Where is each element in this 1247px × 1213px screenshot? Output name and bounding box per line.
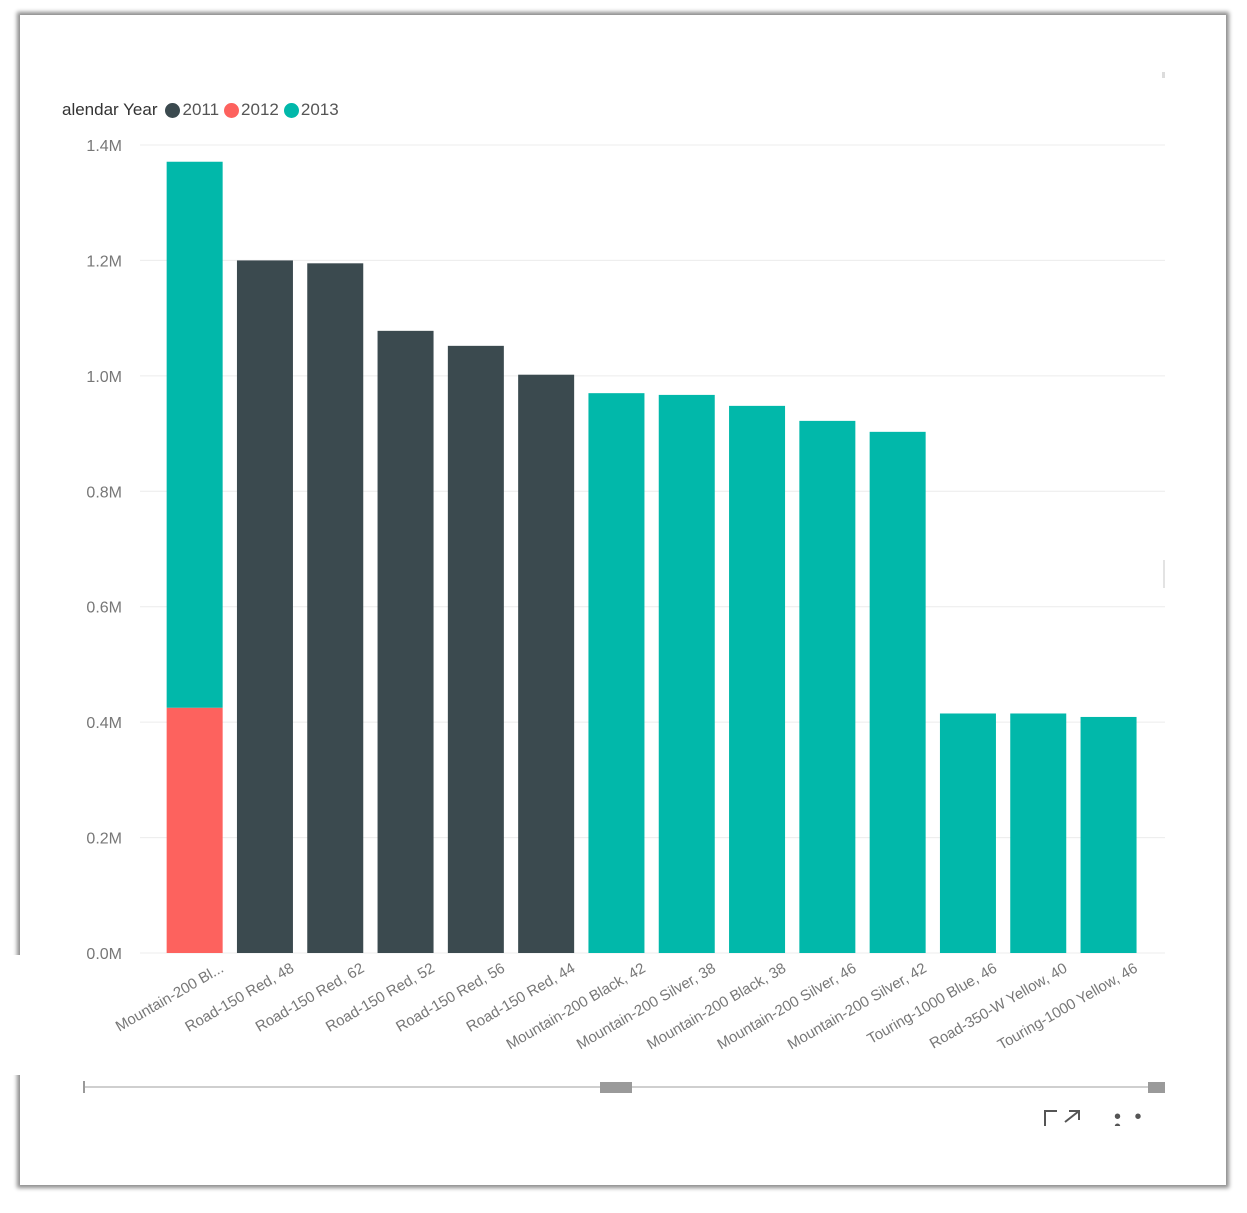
bar-2013-12[interactable] — [1010, 713, 1067, 953]
legend-item-2011[interactable]: 2011 — [165, 100, 219, 120]
legend-item-2012[interactable]: 2012 — [224, 100, 279, 120]
bar-2011-3[interactable] — [377, 330, 434, 954]
header-edge-mark — [1162, 72, 1165, 78]
vertical-scroll-indicator — [1163, 560, 1165, 588]
chart-legend: alendar Year 2011 2012 2013 — [62, 98, 344, 122]
bar-2013-11[interactable] — [939, 713, 996, 953]
bar-2011-2[interactable] — [307, 263, 364, 953]
bar-2013-0[interactable] — [166, 161, 223, 708]
scrollbar-end-handle[interactable] — [1148, 1082, 1165, 1093]
y-tick-label: 0.6M — [86, 600, 122, 617]
more-options-icon[interactable]: • • • — [1114, 1112, 1146, 1126]
legend-label-2013: 2013 — [300, 100, 339, 119]
legend-item-2013[interactable]: 2013 — [283, 100, 339, 120]
scrollbar-thumb[interactable] — [600, 1082, 632, 1093]
bar-2011-5[interactable] — [518, 374, 575, 953]
legend-label-2012: 2012 — [241, 100, 279, 119]
label-clip-mask — [0, 955, 84, 1075]
legend-label-2011: 2011 — [182, 100, 220, 119]
legend-title: alendar Year — [62, 100, 158, 119]
bar-2011-1[interactable] — [236, 260, 293, 953]
y-tick-label: 0.2M — [86, 831, 122, 848]
y-tick-label: 0.8M — [86, 484, 122, 501]
bar-2013-9[interactable] — [799, 420, 856, 954]
focus-mode-icon[interactable] — [1043, 1108, 1081, 1126]
y-tick-label: 0.4M — [86, 715, 122, 732]
bar-2013-6[interactable] — [588, 393, 645, 954]
scrollbar-start-handle[interactable] — [83, 1081, 85, 1093]
y-tick-label: 1.4M — [86, 138, 122, 155]
bar-2011-4[interactable] — [447, 345, 504, 953]
legend-swatch-2013 — [283, 102, 299, 118]
bar-2013-10[interactable] — [869, 431, 926, 954]
legend-swatch-2011 — [165, 102, 181, 118]
y-tick-label: 1.0M — [86, 369, 122, 386]
bar-2012-0[interactable] — [166, 707, 223, 953]
bar-2013-7[interactable] — [658, 394, 715, 954]
bar-2013-8[interactable] — [729, 405, 786, 954]
bar-2013-13[interactable] — [1080, 716, 1137, 953]
y-tick-label: 0.0M — [86, 946, 122, 963]
legend-swatch-2012 — [224, 102, 240, 118]
y-tick-label: 1.2M — [86, 253, 122, 270]
